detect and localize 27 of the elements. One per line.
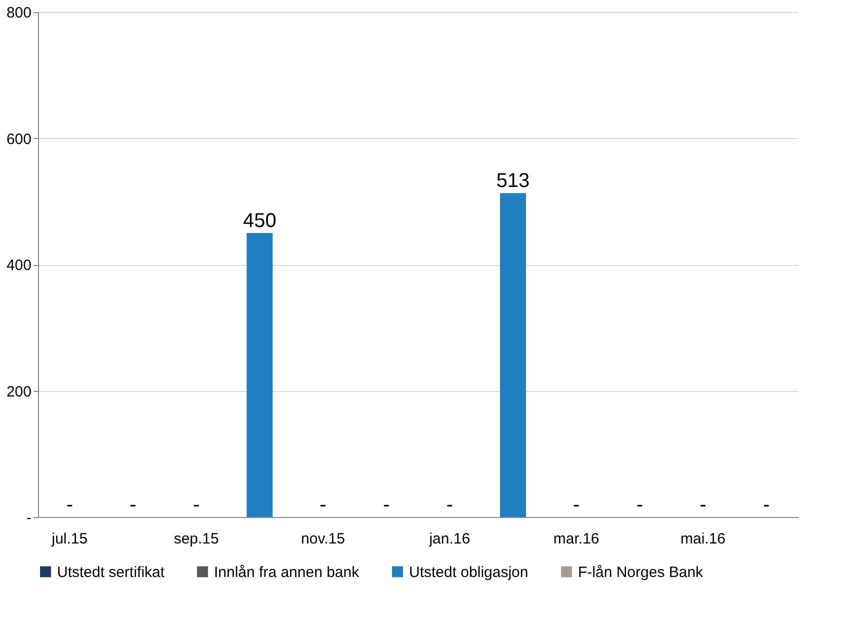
y-tick-label: 800 [6, 4, 32, 22]
data-label: - [446, 494, 454, 516]
data-label: - [572, 494, 580, 516]
x-tick-label: jan.16 [428, 530, 470, 548]
data-label: - [192, 494, 200, 516]
data-label: - [320, 494, 326, 516]
x-tick-label: sep.15 [174, 530, 219, 548]
y-tick-label: - [26, 510, 32, 526]
x-tick-label: jul.15 [50, 530, 88, 548]
legend-label: F-lån Norges Bank [578, 564, 704, 581]
data-label: - [66, 494, 74, 516]
data-label: 513 [496, 170, 530, 192]
x-tick-label: mar.16 [553, 530, 600, 548]
data-label: - [700, 494, 706, 516]
data-label: 450 [242, 210, 276, 232]
x-tick-label: nov.15 [301, 530, 345, 548]
legend-label: Utstedt sertifikat [57, 564, 166, 581]
y-tick-label: 200 [6, 383, 32, 400]
y-tick-label: 400 [6, 257, 32, 274]
legend-label: Innlån fra annen bank [214, 564, 360, 581]
x-tick-label: mai.16 [680, 530, 726, 548]
data-label: - [636, 494, 644, 516]
data-label: - [130, 494, 136, 516]
data-label: - [382, 494, 390, 516]
legend-label: Utstedt obligasjon [409, 564, 528, 581]
data-label: - [762, 494, 770, 516]
y-tick-label: 600 [6, 130, 32, 148]
